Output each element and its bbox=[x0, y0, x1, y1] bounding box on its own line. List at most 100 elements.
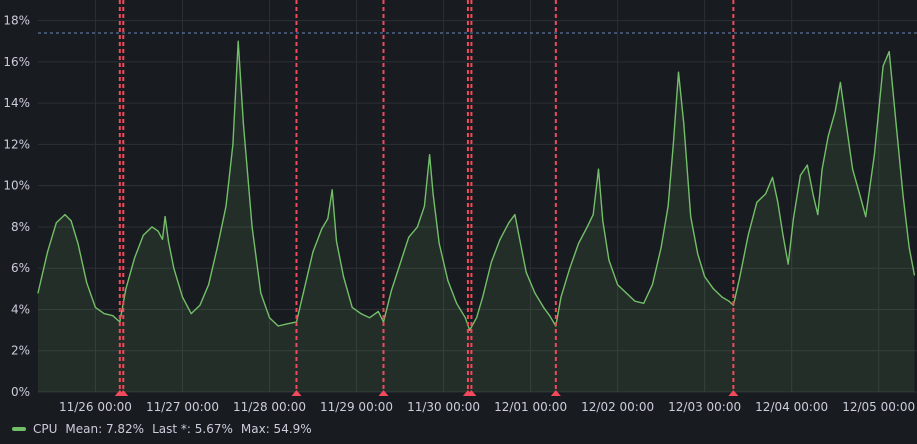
annotation-marker[interactable] bbox=[291, 390, 302, 396]
cpu-data-point bbox=[173, 267, 175, 269]
y-tick-label: 2% bbox=[11, 344, 30, 358]
cpu-data-point bbox=[858, 193, 861, 195]
cpu-data-point bbox=[161, 238, 164, 240]
cpu-series-line[interactable] bbox=[37, 40, 916, 331]
cpu-data-point bbox=[602, 220, 604, 222]
cpu-data-point bbox=[46, 251, 49, 253]
y-tick-label: 0% bbox=[11, 385, 30, 399]
cpu-data-point bbox=[704, 275, 706, 278]
cpu-data-point bbox=[142, 234, 144, 236]
y-tick-label: 12% bbox=[3, 137, 30, 151]
cpu-data-point bbox=[377, 310, 379, 313]
cpu-data-point bbox=[667, 205, 669, 207]
x-tick-label: 11/28 00:00 bbox=[233, 400, 306, 414]
cpu-data-point bbox=[456, 302, 458, 304]
cpu-data-point bbox=[549, 315, 551, 317]
cpu-data-point bbox=[851, 168, 854, 170]
cpu-data-point bbox=[490, 261, 493, 263]
cpu-data-point bbox=[103, 313, 105, 315]
x-tick-label: 12/03 00:00 bbox=[668, 400, 741, 414]
y-axis-ticks: 0% 2% 4% 6% 8% 10% 12% 14% 16% 18% bbox=[3, 14, 30, 399]
cpu-data-point bbox=[499, 238, 501, 240]
cpu-data-point bbox=[525, 271, 527, 273]
annotation-marker[interactable] bbox=[118, 390, 129, 396]
cpu-data-point bbox=[839, 81, 842, 84]
annotation-marker[interactable] bbox=[466, 390, 477, 396]
cpu-data-point bbox=[351, 306, 353, 309]
cpu-data-point bbox=[482, 296, 484, 298]
cpu-data-point bbox=[834, 110, 836, 113]
cpu-data-point bbox=[913, 274, 915, 276]
cpu-data-point bbox=[429, 154, 431, 156]
cpu-data-point bbox=[738, 277, 741, 280]
cpu-data-point bbox=[125, 288, 127, 290]
cpu-data-point bbox=[586, 226, 588, 228]
annotation-marker[interactable] bbox=[550, 390, 561, 396]
cpu-data-point bbox=[534, 292, 536, 294]
cpu-data-point bbox=[845, 119, 847, 121]
x-tick-label: 11/30 00:00 bbox=[407, 400, 480, 414]
legend-last: Last *: 5.67% bbox=[152, 422, 233, 436]
y-tick-label: 8% bbox=[11, 220, 30, 234]
cpu-data-point bbox=[321, 228, 323, 230]
cpu-data-point bbox=[902, 195, 904, 197]
cpu-data-point bbox=[70, 220, 72, 222]
x-tick-label: 11/26 00:00 bbox=[59, 400, 132, 414]
cpu-data-point bbox=[157, 230, 159, 232]
cpu-data-point bbox=[577, 242, 580, 245]
annotation-layer bbox=[114, 0, 739, 396]
cpu-data-point bbox=[112, 315, 114, 317]
cpu-data-point bbox=[55, 222, 57, 224]
x-axis-ticks: 11/26 00:00 11/27 00:00 11/28 00:00 11/29 0… bbox=[59, 400, 915, 414]
cpu-data-point bbox=[634, 300, 636, 302]
cpu-data-point bbox=[286, 323, 288, 325]
cpu-data-point bbox=[86, 282, 88, 284]
cpu-data-point bbox=[167, 240, 170, 242]
cpu-data-point bbox=[225, 205, 227, 207]
legend-swatch-cpu[interactable] bbox=[12, 427, 26, 431]
x-tick-label: 11/27 00:00 bbox=[146, 400, 219, 414]
cpu-data-point bbox=[732, 304, 734, 306]
legend-series-name[interactable]: CPU bbox=[33, 422, 58, 436]
cpu-data-point bbox=[771, 176, 774, 179]
cpu-data-point bbox=[408, 236, 410, 238]
annotation-marker[interactable] bbox=[378, 390, 389, 396]
cpu-data-point bbox=[764, 193, 767, 195]
cpu-data-point bbox=[242, 123, 244, 125]
cpu-data-point bbox=[625, 292, 627, 294]
y-tick-label: 18% bbox=[3, 14, 30, 28]
legend: CPU Mean: 7.82% Last *: 5.67% Max: 54.9% bbox=[12, 420, 320, 438]
x-tick-label: 12/02 00:00 bbox=[581, 400, 654, 414]
cpu-data-point bbox=[660, 246, 662, 249]
cpu-data-point bbox=[390, 290, 392, 292]
cpu-data-point bbox=[416, 226, 419, 228]
series-area-layer bbox=[37, 40, 916, 393]
cpu-data-point bbox=[817, 213, 819, 216]
cpu-data-point bbox=[643, 302, 645, 304]
cpu-data-point bbox=[617, 284, 619, 286]
cpu-data-point bbox=[232, 143, 234, 146]
cpu-data-point bbox=[508, 222, 510, 224]
x-tick-label: 12/05 00:00 bbox=[842, 400, 915, 414]
cpu-data-point bbox=[683, 123, 685, 125]
cpu-data-point bbox=[432, 193, 434, 195]
legend-mean: Mean: 7.82% bbox=[65, 422, 145, 436]
x-tick-label: 12/01 00:00 bbox=[494, 400, 567, 414]
cpu-data-point bbox=[360, 313, 362, 315]
cpu-data-point bbox=[464, 317, 466, 319]
cpu-data-point bbox=[792, 218, 795, 220]
annotation-marker[interactable] bbox=[728, 390, 739, 396]
cpu-data-point bbox=[277, 325, 279, 327]
x-tick-label: 12/04 00:00 bbox=[755, 400, 828, 414]
cpu-data-point bbox=[64, 213, 66, 216]
cpu-data-point bbox=[181, 296, 184, 298]
cpu-data-point bbox=[237, 40, 239, 42]
cpu-data-point bbox=[597, 168, 600, 170]
cpu-data-point bbox=[519, 240, 521, 242]
cpu-data-point bbox=[94, 306, 97, 309]
cpu-data-point bbox=[342, 275, 345, 278]
cpu-data-point bbox=[190, 313, 192, 315]
cpu-data-point bbox=[895, 123, 897, 125]
cpu-data-point bbox=[151, 226, 153, 228]
